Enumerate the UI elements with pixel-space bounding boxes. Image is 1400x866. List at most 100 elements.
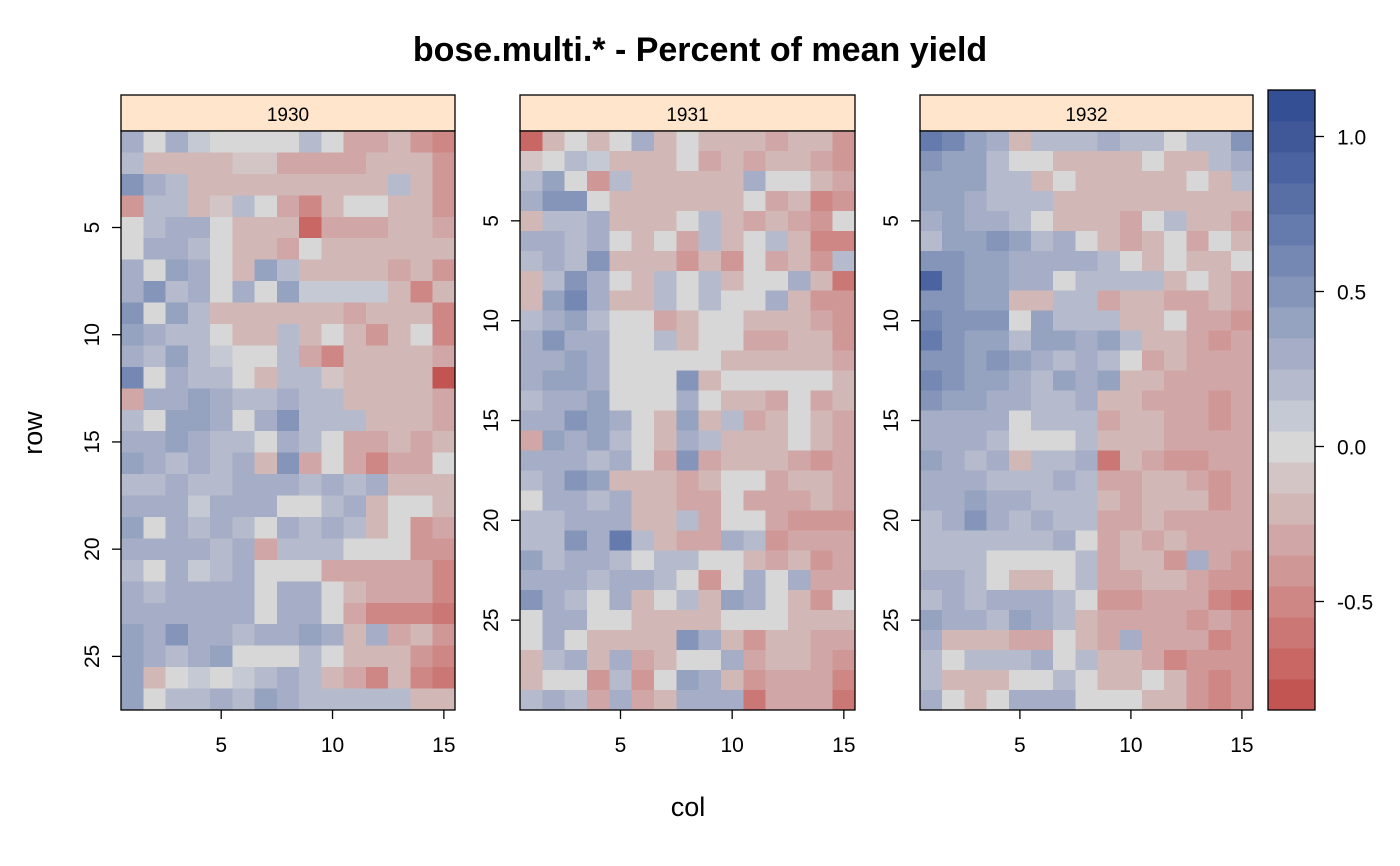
heatmap-cell (232, 131, 256, 154)
heatmap-cell (254, 517, 278, 540)
heatmap-cell (564, 430, 588, 452)
heatmap-cell (721, 290, 744, 312)
heatmap-cell (1208, 650, 1232, 671)
heatmap-cell (1230, 390, 1254, 412)
heatmap-cell (1208, 490, 1232, 511)
heatmap-cell (520, 350, 543, 372)
heatmap-cell (1075, 210, 1099, 232)
heatmap-cell (587, 610, 610, 631)
heatmap-cell (299, 645, 322, 668)
heatmap-cell (410, 581, 434, 604)
heatmap-cell (765, 530, 789, 551)
heatmap-cell (654, 630, 677, 651)
heatmap-cell (698, 690, 722, 711)
heatmap-cell (1097, 290, 1121, 312)
heatmap-cell (765, 670, 789, 691)
heatmap-cell (564, 330, 588, 352)
heatmap-cell (609, 310, 633, 332)
heatmap-cell (299, 688, 322, 711)
heatmap-cell (1031, 510, 1054, 531)
heatmap-cell (1164, 250, 1187, 272)
heatmap-cell (609, 690, 633, 711)
heatmap-cell (964, 470, 988, 491)
heatmap-cell (631, 390, 655, 412)
heatmap-cell (1230, 150, 1254, 172)
heatmap-cell (964, 131, 988, 152)
heatmap-cell (920, 410, 943, 432)
panel-frame (120, 130, 456, 711)
heatmap-cell (143, 195, 167, 218)
heatmap-cell (1208, 131, 1232, 152)
heatmap-cell (743, 590, 767, 611)
heatmap-cell (432, 624, 456, 647)
heatmap-cell (542, 370, 566, 392)
heatmap-cell (986, 290, 1010, 312)
heatmap-cell (1186, 410, 1210, 432)
heatmap-cell (388, 409, 412, 432)
heatmap-cell (986, 650, 1010, 671)
heatmap-cell (520, 530, 543, 551)
heatmap-cell (276, 409, 300, 432)
heatmap-cell (1186, 350, 1210, 372)
heatmap-cell (520, 290, 543, 312)
heatmap-cell (143, 688, 167, 711)
heatmap-cell (1008, 530, 1032, 551)
heatmap-cell (631, 290, 655, 312)
heatmap-cell (343, 409, 367, 432)
heatmap-cell (788, 250, 811, 272)
heatmap-cell (631, 690, 655, 711)
heatmap-cell (299, 452, 322, 475)
heatmap-cell (365, 366, 389, 389)
heatmap-cell (788, 210, 811, 232)
heatmap-cell (743, 450, 767, 472)
heatmap-cell (1031, 430, 1054, 452)
heatmap-cell (609, 510, 633, 531)
heatmap-cell (232, 152, 256, 175)
heatmap-cell (1053, 650, 1076, 671)
heatmap-cell (631, 250, 655, 272)
heatmap-cell (942, 450, 965, 472)
heatmap-cell (810, 510, 834, 531)
heatmap-cell (964, 370, 988, 392)
heatmap-cell (942, 350, 965, 372)
heatmap-cell (676, 131, 700, 152)
heatmap-cell (542, 590, 566, 611)
heatmap-cell (964, 450, 988, 472)
heatmap-cell (1208, 570, 1232, 591)
heatmap-cell (676, 550, 700, 571)
heatmap-cell (609, 370, 633, 392)
heatmap-cell (609, 590, 633, 611)
heatmap-cell (765, 370, 789, 392)
heatmap-cell (276, 366, 300, 389)
heatmap-cell (143, 452, 167, 475)
heatmap-cell (432, 474, 456, 497)
heatmap-cell (143, 366, 167, 389)
heatmap-cell (542, 170, 566, 192)
heatmap-cell (1119, 570, 1143, 591)
heatmap-cell (765, 190, 789, 212)
heatmap-cell (542, 490, 566, 511)
heatmap-cell (1008, 210, 1032, 232)
heatmap-cell (721, 350, 744, 372)
heatmap-cell (254, 602, 278, 625)
heatmap-cell (765, 310, 789, 332)
heatmap-cell (165, 131, 189, 154)
heatmap-cell (654, 150, 677, 172)
heatmap-cell (986, 470, 1010, 491)
heatmap-cell (1053, 510, 1076, 531)
heatmap-cell (587, 370, 610, 392)
heatmap-cell (365, 195, 389, 218)
heatmap-cell (1075, 570, 1099, 591)
heatmap-cell (365, 302, 389, 325)
heatmap-cell (631, 131, 655, 152)
heatmap-cell (321, 173, 345, 196)
heatmap-cell (986, 150, 1010, 172)
heatmap-cell (676, 450, 700, 472)
heatmap-cell (232, 388, 256, 411)
heatmap-cell (1053, 430, 1076, 452)
heatmap-cell (254, 281, 278, 304)
heatmap-cell (832, 210, 856, 232)
heatmap-cell (121, 431, 144, 454)
heatmap-cell (1186, 290, 1210, 312)
heatmap-cell (609, 530, 633, 551)
